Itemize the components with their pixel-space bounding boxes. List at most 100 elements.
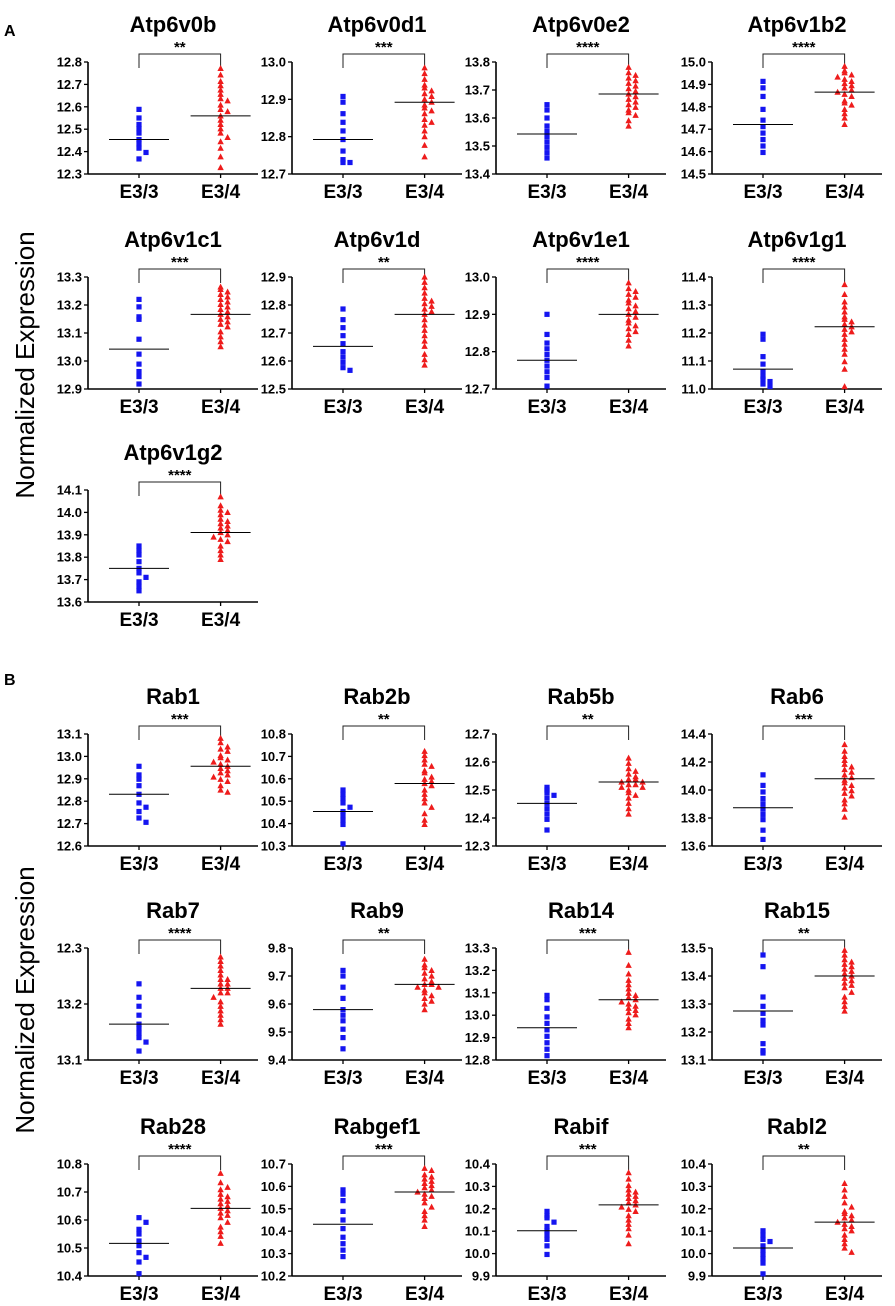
data-point-e34 — [421, 332, 428, 339]
scatter-plot-atp6v1g2: Atp6v1g2 13.6 13.7 13.8 13.9 14.0 14.1 E3/3 E3/4… — [57, 440, 258, 631]
data-point-e34 — [421, 821, 428, 828]
data-point-e34 — [625, 279, 632, 286]
data-point-e34 — [632, 111, 639, 118]
data-point-e34 — [841, 1002, 848, 1009]
significance-bracket — [342, 268, 426, 283]
data-point-e34 — [224, 767, 231, 774]
data-point-e34 — [421, 969, 428, 976]
y-tick-label: 12.7 — [465, 382, 490, 397]
data-point-e34 — [841, 1186, 848, 1193]
data-point-e34 — [625, 976, 632, 983]
x-tick-label: E3/3 — [323, 182, 362, 203]
data-point-e34 — [625, 1175, 632, 1182]
data-point-e34 — [210, 533, 217, 540]
significance-bracket — [762, 725, 846, 740]
x-tick-label: E3/3 — [323, 1068, 362, 1089]
data-point-e34 — [217, 129, 224, 136]
data-point-e33 — [136, 772, 142, 778]
y-tick-label: 10.5 — [57, 1241, 82, 1256]
data-point-e34 — [224, 517, 231, 524]
data-point-e33 — [544, 311, 550, 317]
data-point-e34 — [841, 303, 848, 310]
data-point-e33 — [136, 296, 142, 302]
significance-bracket — [546, 939, 630, 954]
data-point-e34 — [632, 1007, 639, 1014]
scatter-plot-rab1: Rab1 12.6 12.7 12.8 12.9 13.0 13.1 E3/3 E3/4 *** — [57, 684, 258, 875]
data-point-e34 — [428, 1173, 435, 1180]
x-tick-label: E3/4 — [609, 1068, 649, 1089]
data-point-e33 — [544, 340, 550, 346]
data-point-e34 — [217, 1228, 224, 1235]
data-point-e34 — [217, 138, 224, 145]
data-point-e34 — [421, 799, 428, 806]
data-point-e34 — [217, 782, 224, 789]
data-point-e34 — [217, 524, 224, 531]
y-tick-label: 10.2 — [681, 1201, 706, 1216]
significance-bracket — [138, 939, 222, 954]
data-point-e34 — [841, 813, 848, 820]
significance-bracket — [138, 725, 222, 740]
significance-bracket — [762, 939, 846, 954]
data-point-e34 — [841, 90, 848, 97]
y-tick-label: 13.7 — [465, 83, 490, 98]
data-point-e34 — [217, 1007, 224, 1014]
scatter-plot-atp6v0d1: Atp6v0d1 12.7 12.8 12.9 13.0 E3/3 E3/4 *** — [261, 12, 462, 203]
data-point-e34 — [421, 1184, 428, 1191]
data-point-e33 — [136, 121, 142, 128]
data-point-e34 — [421, 110, 428, 117]
data-point-e33 — [347, 367, 353, 373]
data-point-e33 — [760, 336, 766, 342]
data-point-e33 — [544, 1236, 550, 1242]
data-point-e34 — [217, 343, 224, 350]
data-point-e33 — [136, 1238, 142, 1244]
data-point-e34 — [421, 975, 428, 982]
data-point-e34 — [224, 1207, 231, 1214]
data-point-e33 — [136, 776, 142, 782]
data-point-e34 — [625, 970, 632, 977]
data-point-e33 — [544, 139, 550, 145]
data-point-e33 — [760, 811, 766, 817]
y-tick-label: 12.5 — [261, 382, 286, 397]
data-point-e34 — [421, 116, 428, 123]
data-point-e34 — [848, 328, 855, 335]
data-point-e34 — [848, 967, 855, 974]
data-point-e33 — [544, 1243, 550, 1249]
y-tick-label: 9.9 — [688, 1269, 706, 1284]
data-point-e33 — [760, 789, 766, 795]
plot-title: Atp6v1g2 — [123, 440, 222, 465]
data-point-e33 — [136, 994, 142, 1000]
data-point-e34 — [428, 1203, 435, 1210]
y-tick-label: 11.2 — [681, 326, 706, 341]
data-point-e34 — [625, 994, 632, 1001]
y-tick-label: 9.8 — [268, 941, 286, 956]
data-point-e34 — [217, 86, 224, 93]
data-point-e34 — [841, 789, 848, 796]
data-point-e34 — [848, 792, 855, 799]
data-point-e34 — [217, 291, 224, 298]
y-tick-label: 12.9 — [57, 382, 82, 397]
data-point-e34 — [421, 273, 428, 280]
data-point-e34 — [224, 133, 231, 140]
data-point-e34 — [841, 62, 848, 69]
data-point-e33 — [760, 1022, 766, 1028]
data-point-e33 — [340, 1254, 346, 1260]
x-tick-label: E3/3 — [527, 182, 566, 203]
plot-title: Rab2b — [343, 684, 410, 709]
data-point-e34 — [421, 75, 428, 82]
significance-label: *** — [375, 1141, 393, 1158]
data-point-e34 — [428, 803, 435, 810]
y-tick-label: 12.8 — [465, 1053, 490, 1068]
data-point-e34 — [625, 1240, 632, 1247]
y-tick-label: 9.9 — [472, 1269, 490, 1284]
y-tick-label: 13.2 — [465, 963, 490, 978]
y-tick-label: 9.4 — [268, 1053, 287, 1068]
data-point-e34 — [421, 756, 428, 763]
data-point-e34 — [632, 308, 639, 315]
data-point-e34 — [632, 98, 639, 105]
data-point-e34 — [841, 1007, 848, 1014]
significance-label: ** — [798, 925, 810, 942]
data-point-e34 — [841, 105, 848, 112]
y-tick-label: 13.6 — [681, 839, 706, 854]
scatter-plot-rab14: Rab14 12.8 12.9 13.0 13.1 13.2 13.3 E3/3 E3/4 *** — [465, 898, 666, 1089]
data-point-e34 — [217, 1169, 224, 1176]
